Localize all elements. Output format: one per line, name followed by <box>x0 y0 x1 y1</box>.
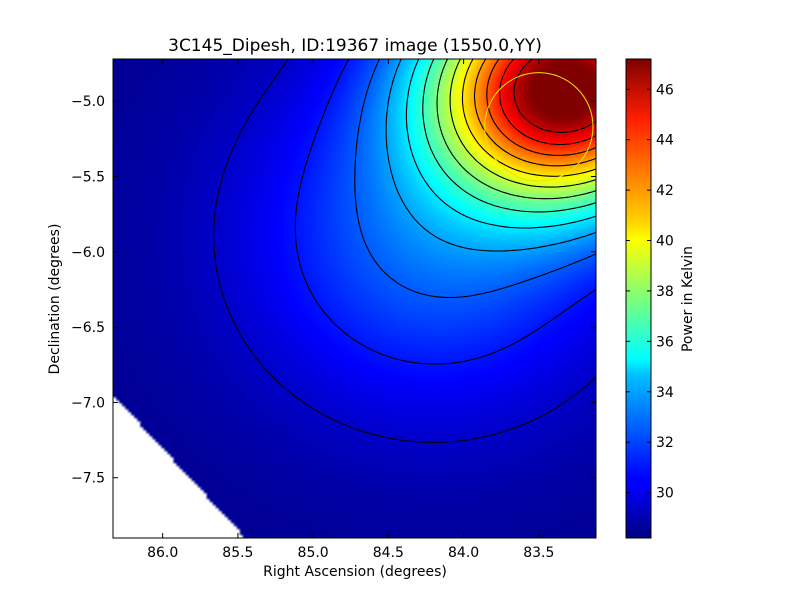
x-tick-label: 85.5 <box>222 545 253 561</box>
contour-level-3 <box>354 58 597 299</box>
y-tick-label: −6.5 <box>71 320 105 336</box>
colorbar-gradient <box>625 58 652 539</box>
colorbar-tick-label: 38 <box>656 284 674 300</box>
contour-level-10 <box>473 58 597 167</box>
heatmap-image <box>113 59 596 538</box>
x-axis-label: Right Ascension (degrees) <box>263 564 447 580</box>
contour-level-11 <box>486 58 597 156</box>
x-tick-label: 86.0 <box>147 545 178 561</box>
contour-level-9 <box>461 58 597 177</box>
x-tick-label: 85.0 <box>298 545 329 561</box>
contour-level-6 <box>422 58 597 213</box>
colorbar-tick-label: 46 <box>656 82 674 98</box>
chart-title: 3C145_Dipesh, ID:19367 image (1550.0,YY) <box>168 36 542 56</box>
plot-frame <box>112 58 597 539</box>
colorbar-tick-label: 32 <box>656 435 674 451</box>
contour-level-7 <box>436 58 597 200</box>
x-axis-ticks: 86.0 85.5 85.0 84.5 84.0 83.5 <box>147 59 554 561</box>
x-tick-label: 84.0 <box>448 545 479 561</box>
contour-level-8 <box>449 58 597 188</box>
colorbar-label: Power in Kelvin <box>680 246 696 352</box>
y-tick-label: −5.0 <box>71 94 105 110</box>
colorbar: 30 32 34 36 38 40 42 44 46 Power in Kelvin <box>625 58 696 539</box>
y-tick-label: −7.5 <box>71 471 105 487</box>
colorbar-tick-label: 30 <box>656 486 674 502</box>
x-tick-label: 83.5 <box>523 545 554 561</box>
contour-level-4 <box>385 58 597 252</box>
y-tick-label: −5.5 <box>71 169 105 185</box>
contour-level-2 <box>294 58 597 365</box>
contour-level-1 <box>213 58 597 443</box>
contour-level-12 <box>499 58 597 146</box>
plot-area: 86.0 85.5 85.0 84.5 84.0 83.5 −5.0 −5.5 −6.0 −6.… <box>71 58 597 561</box>
colorbar-tick-label: 42 <box>656 183 674 199</box>
colorbar-tick-label: 34 <box>656 385 674 401</box>
contour-level-13 <box>513 58 597 133</box>
y-tick-label: −6.0 <box>71 245 105 261</box>
y-axis-label: Declination (degrees) <box>47 224 63 375</box>
y-tick-label: −7.0 <box>71 395 105 411</box>
y-axis-ticks: −5.0 −5.5 −6.0 −6.5 −7.0 −7.5 <box>71 94 596 487</box>
colorbar-tick-label: 36 <box>656 334 674 350</box>
source-marker-circle <box>484 72 594 182</box>
contour-lines <box>213 58 597 443</box>
colorbar-tick-label: 40 <box>656 234 674 250</box>
colorbar-ticks: 30 32 34 36 38 40 42 44 46 <box>626 82 674 502</box>
x-tick-label: 84.5 <box>373 545 404 561</box>
colorbar-tick-label: 44 <box>656 133 674 149</box>
contour-level-5 <box>405 58 597 229</box>
